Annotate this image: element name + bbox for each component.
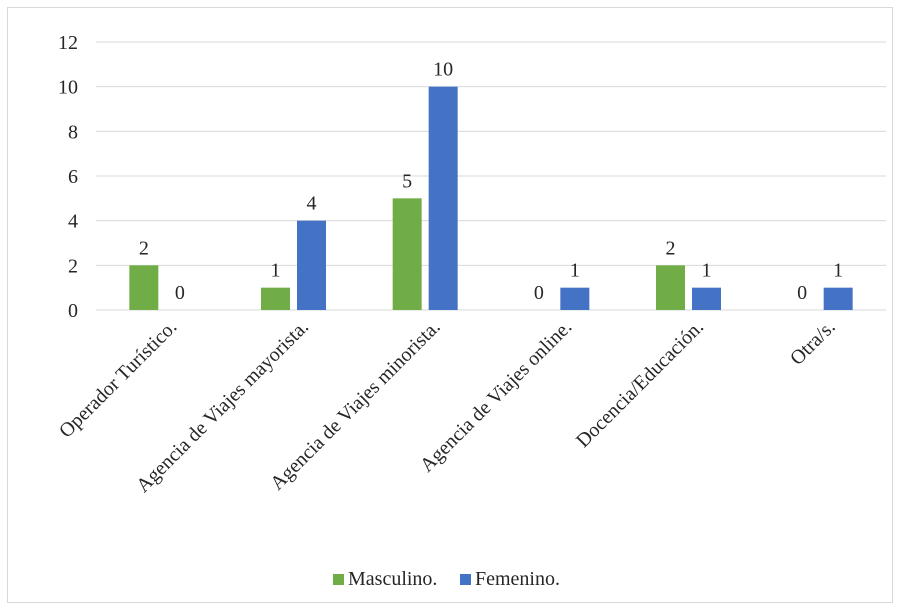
bar-femenino (297, 220, 326, 310)
y-tick-label: 4 (68, 211, 78, 233)
y-tick-label: 8 (68, 121, 78, 143)
bar-masculino (261, 287, 290, 310)
data-label: 0 (534, 282, 544, 304)
bar-masculino (392, 198, 422, 310)
bar-masculino (129, 265, 159, 310)
data-label: 1 (833, 260, 843, 282)
gridlines (96, 41, 886, 311)
legend-swatch-masculino (333, 574, 344, 585)
legend-label: Femenino. (475, 568, 560, 590)
x-category-label: Otra/s. (786, 316, 840, 370)
data-label: 4 (307, 193, 317, 215)
x-category-label: Agencia de Viajes online. (416, 316, 577, 477)
data-label: 2 (666, 237, 676, 259)
bar-femenino (823, 287, 853, 310)
legend-swatch-femenino (460, 574, 471, 585)
y-tick-label: 12 (58, 32, 78, 54)
bar-masculino (656, 265, 685, 310)
data-label: 0 (797, 282, 807, 304)
bar-femenino (428, 86, 458, 311)
data-label: 2 (139, 237, 149, 259)
legend-label: Masculino. (348, 568, 437, 590)
legend: Masculino. Femenino. (333, 568, 560, 590)
data-label: 10 (433, 59, 453, 81)
y-axis-ticks: 0 2 4 6 8 10 12 (58, 32, 78, 322)
data-label: 1 (271, 260, 281, 282)
bar-femenino (692, 287, 721, 310)
data-label: 5 (402, 170, 412, 192)
y-tick-label: 0 (68, 300, 78, 322)
data-label: 0 (175, 282, 185, 304)
y-tick-label: 6 (68, 166, 78, 188)
data-label: 1 (702, 260, 712, 282)
x-axis-categories: Operador Turístico.Agencia de Viajes may… (55, 316, 840, 497)
y-tick-label: 10 (58, 77, 78, 99)
x-category-label: Operador Turístico. (55, 316, 181, 442)
bar-femenino (560, 287, 590, 310)
data-label: 1 (570, 260, 580, 282)
y-tick-label: 2 (68, 255, 78, 277)
bars (129, 86, 853, 311)
x-category-label: Docencia/Educación. (572, 316, 708, 452)
